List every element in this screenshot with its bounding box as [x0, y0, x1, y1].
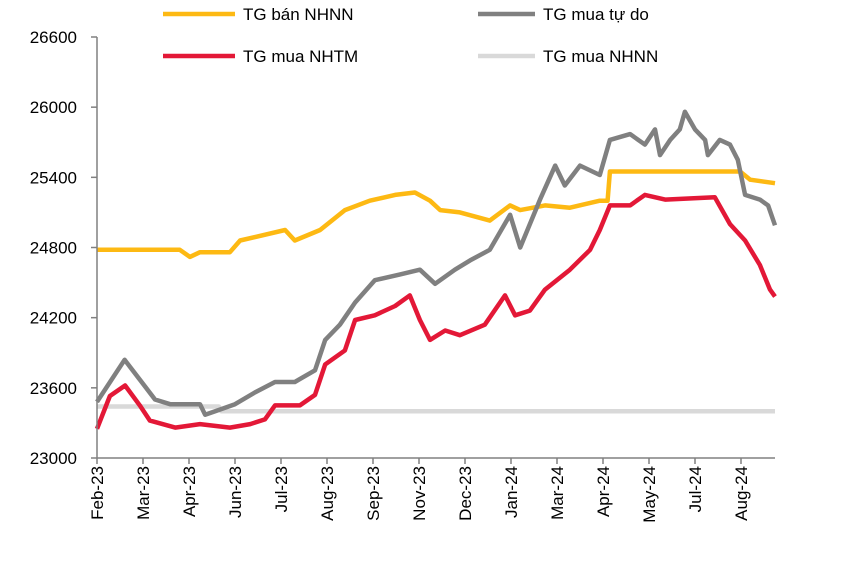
y-tick-label: 24200	[30, 309, 77, 328]
y-tick-label: 26000	[30, 98, 77, 117]
series-lines	[94, 109, 778, 430]
y-tick-label: 25400	[30, 168, 77, 187]
x-tick-label: May-24	[640, 466, 659, 523]
x-tick-label: Mar-23	[134, 466, 153, 520]
x-tick-label: Apr-23	[180, 466, 199, 517]
legend-label-2: TG mua NHTM	[243, 47, 358, 66]
x-tick-label: Apr-24	[594, 466, 613, 517]
legend-label-0: TG bán NHNN	[243, 5, 354, 24]
x-tick-label: Sep-23	[364, 466, 383, 521]
x-tick-label: Aug-24	[732, 466, 751, 521]
series-line-3	[97, 404, 775, 414]
legend-label-1: TG mua tự do	[543, 5, 649, 24]
x-tick-label: Aug-23	[318, 466, 337, 521]
series-line-2	[94, 192, 777, 430]
legend-label-3: TG mua NHNN	[543, 47, 658, 66]
x-tick-label: Feb-23	[88, 466, 107, 520]
x-tick-label: Jul-23	[272, 466, 291, 512]
x-tick-label: Jul-24	[686, 466, 705, 512]
y-tick-label: 26600	[30, 28, 77, 47]
y-tick-label: 24800	[30, 239, 77, 258]
axes: 23000 23600 24200 24800 25400 26000 26600 Feb-2…	[30, 28, 775, 523]
y-tick-label: 23000	[30, 449, 77, 468]
series-line-1	[95, 109, 778, 417]
x-tick-label: Nov-23	[410, 466, 429, 521]
x-tick-label: Dec-23	[456, 466, 475, 521]
x-tick-label: Jan-24	[502, 466, 521, 518]
legend: TG bán NHNN TG mua tự do TG mua NHTM TG mua…	[163, 5, 658, 66]
y-tick-label: 23600	[30, 379, 77, 398]
x-tick-label: Jun-23	[226, 466, 245, 518]
series-line-0	[97, 169, 776, 260]
x-tick-label: Mar-24	[548, 466, 567, 520]
